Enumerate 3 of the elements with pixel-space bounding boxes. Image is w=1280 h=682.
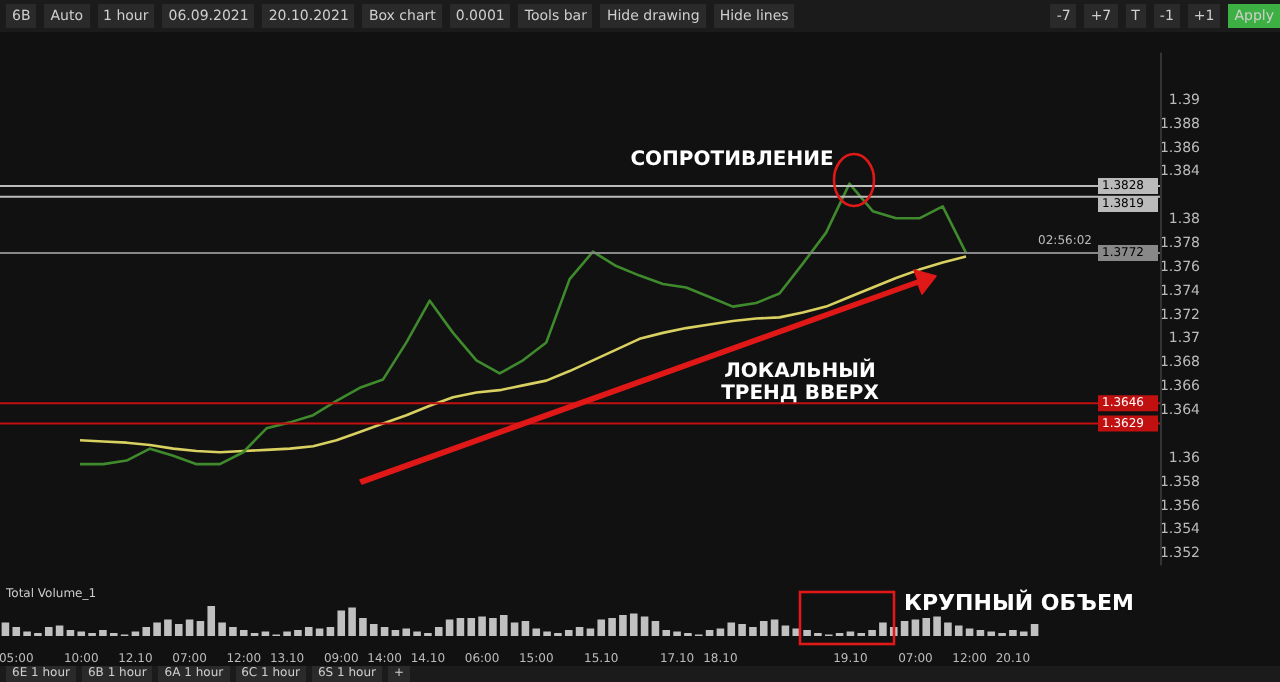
annotation: КРУПНЫЙ ОБЪЕМ bbox=[904, 587, 1134, 616]
annotation: ЛОКАЛЬНЫЙ ТРЕНД ВВЕРХ bbox=[721, 357, 880, 406]
annotation: СОПРОТИВЛЕНИЕ bbox=[630, 149, 834, 172]
